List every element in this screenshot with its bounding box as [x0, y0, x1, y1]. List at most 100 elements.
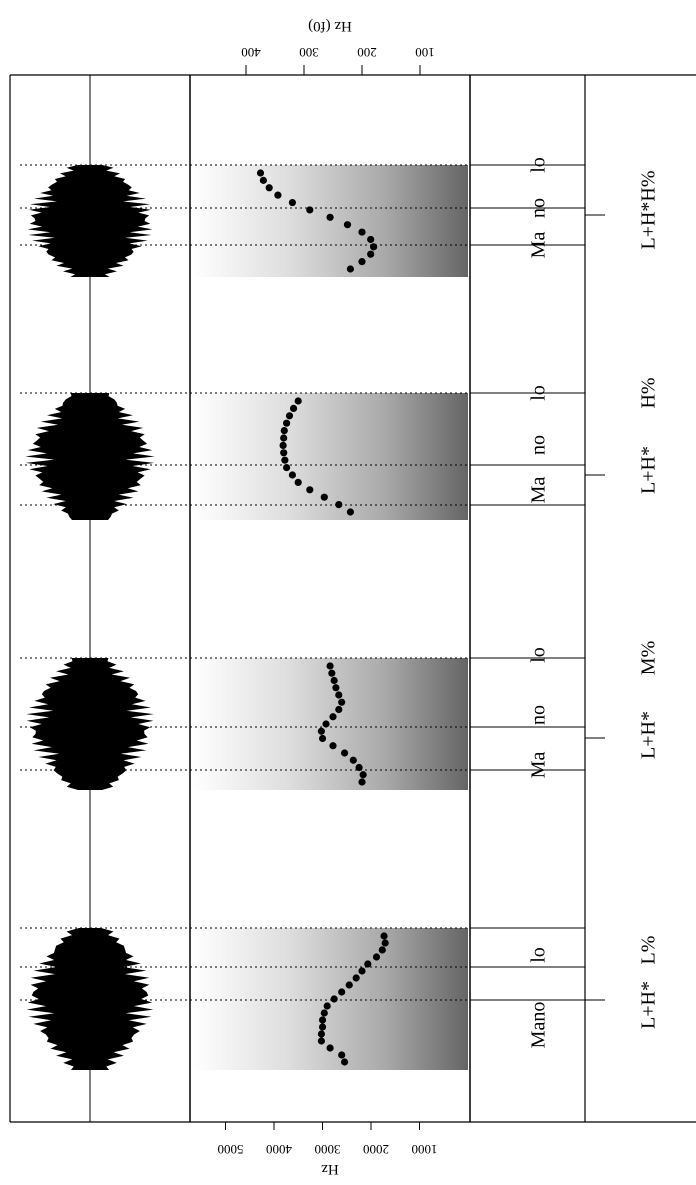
waveform — [26, 658, 154, 790]
word-label: no — [528, 705, 550, 725]
f0-point — [288, 198, 296, 207]
f0-axis-label: Hz (f0) — [308, 18, 352, 34]
f0-point — [330, 995, 338, 1003]
f0-point — [317, 727, 325, 735]
f0-point — [326, 662, 334, 670]
word-label: lo — [528, 947, 550, 963]
spectrogram — [192, 658, 468, 790]
f0-point — [338, 988, 346, 996]
f0-point — [370, 243, 378, 251]
tone-label: L+H* — [638, 446, 660, 494]
f0-tick-label: 200 — [357, 45, 377, 60]
f0-point — [318, 1023, 327, 1031]
f0-point — [328, 669, 336, 677]
f0-point — [359, 771, 367, 779]
f0-point — [294, 478, 302, 486]
spectrogram — [192, 165, 468, 277]
f0-point — [259, 176, 267, 184]
utterance-panel: Ma no lo L+H* M% — [20, 641, 660, 790]
tone-label: L% — [638, 936, 660, 965]
f0-point — [283, 464, 291, 472]
word-label: no — [528, 435, 550, 455]
word-label: Mano — [528, 1002, 550, 1049]
f0-point — [306, 206, 314, 214]
f0-point — [358, 228, 366, 236]
f0-point — [341, 1058, 349, 1066]
spectrogram-tick-label: 3000 — [315, 1142, 341, 1157]
f0-point — [381, 939, 389, 947]
f0-point — [341, 749, 349, 757]
f0-point — [338, 698, 346, 706]
f0-point — [380, 932, 388, 940]
f0-point — [323, 1002, 331, 1010]
f0-point — [279, 441, 287, 449]
waveform — [27, 165, 153, 277]
f0-point — [367, 235, 375, 244]
f0-point — [288, 471, 296, 479]
f0-point — [281, 456, 289, 464]
spectrogram — [192, 393, 468, 520]
word-label: lo — [528, 647, 550, 663]
f0-point — [352, 974, 360, 982]
f0-point — [285, 412, 294, 420]
f0-point — [322, 720, 330, 728]
f0-point — [367, 250, 375, 258]
tone-label: L+H* — [638, 711, 660, 759]
f0-point — [355, 763, 363, 772]
f0-point — [317, 1037, 325, 1045]
f0-tick-label: 100 — [415, 45, 435, 60]
f0-tick-label: 300 — [299, 45, 319, 60]
f0-point — [349, 756, 357, 764]
f0-tick-label: 400 — [241, 45, 261, 60]
spectrogram-axis-label: Hz — [321, 1161, 339, 1177]
f0-point — [335, 501, 343, 509]
f0-point — [306, 486, 314, 494]
f0-point — [345, 981, 353, 989]
word-label: lo — [528, 157, 550, 173]
f0-point — [346, 508, 354, 516]
tone-label: L+H*H% — [638, 170, 660, 249]
f0-point — [280, 434, 288, 442]
utterance-panel: Ma no lo L+H*H% — [20, 157, 660, 277]
spectrogram-axis: 1000 2000 3000 4000 5000 Hz — [218, 1122, 438, 1177]
utterance-panel: Mano lo L+H* L% — [20, 927, 660, 1070]
f0-point — [318, 1016, 327, 1024]
f0-point — [317, 1030, 325, 1038]
f0-point — [274, 191, 282, 199]
f0-point — [289, 404, 298, 412]
f0-point — [378, 946, 386, 954]
word-label: Ma — [528, 232, 550, 259]
waveform — [25, 393, 155, 520]
word-label: lo — [528, 385, 550, 401]
f0-point — [256, 169, 265, 177]
f0-point — [332, 684, 340, 692]
spectrogram-tick-label: 2000 — [363, 1142, 389, 1157]
word-label: no — [528, 198, 550, 218]
utterance-panel: Ma no lo L+H* H% — [20, 377, 660, 520]
f0-point — [346, 265, 354, 273]
f0-point — [358, 967, 366, 975]
f0-point — [343, 221, 352, 229]
word-label: Ma — [528, 477, 550, 504]
f0-point — [335, 691, 343, 699]
f0-point — [280, 449, 288, 457]
f0-point — [320, 1009, 328, 1017]
f0-point — [358, 778, 366, 786]
f0-point — [372, 953, 381, 961]
f0-point — [265, 184, 273, 192]
f0-point — [326, 1044, 334, 1052]
f0-point — [283, 419, 291, 427]
tone-label: L+H* — [638, 981, 660, 1029]
spectrogram-tick-label: 1000 — [412, 1142, 438, 1157]
f0-point — [326, 213, 334, 221]
f0-point — [329, 742, 337, 750]
f0-axis: 100 200 300 400 Hz (f0) — [241, 18, 435, 75]
f0-point — [329, 713, 337, 721]
tone-label: H% — [638, 377, 660, 408]
f0-point — [335, 705, 343, 714]
waveform — [26, 928, 154, 1070]
spectrogram-tick-label: 4000 — [266, 1142, 292, 1157]
word-label: Ma — [528, 752, 550, 779]
f0-point — [358, 258, 366, 266]
